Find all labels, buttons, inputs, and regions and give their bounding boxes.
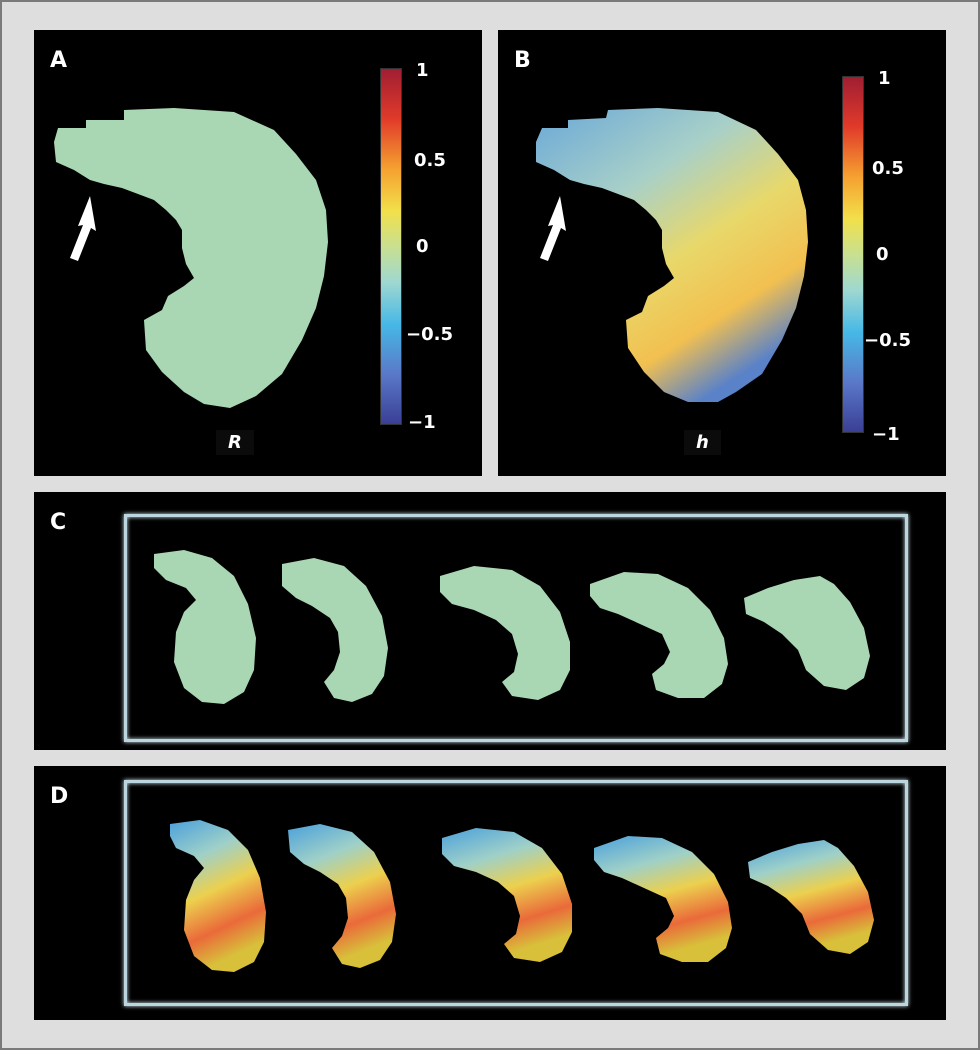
tick-b-m05: −0.5	[864, 330, 911, 351]
lung-slice-c2	[282, 558, 388, 702]
tick-a-1: 1	[416, 60, 429, 81]
panel-b-variable-label: h	[684, 430, 721, 455]
tick-a-m1: −1	[408, 412, 436, 433]
lung-slice-d2	[288, 824, 396, 968]
panel-c-strip	[124, 514, 908, 742]
lung-slice-c3	[440, 566, 570, 700]
arrow-icon	[70, 196, 96, 261]
panel-d: D	[34, 766, 946, 1020]
lung-slice-r	[54, 108, 328, 408]
lung-slice-d4	[594, 836, 732, 962]
panel-d-strip	[124, 780, 908, 1006]
tick-b-m1: −1	[872, 424, 900, 445]
lung-slice-d5	[748, 840, 874, 954]
tick-a-05: 0.5	[414, 150, 446, 171]
panel-a: A 1 0.5 0 −0.5 −1 R	[34, 30, 482, 476]
tick-b-0: 0	[876, 244, 889, 265]
panel-d-letter: D	[50, 784, 69, 809]
panel-a-letter: A	[50, 48, 68, 73]
colorbar-a	[380, 68, 402, 425]
arrow-icon	[540, 196, 566, 261]
tick-a-m05: −0.5	[406, 324, 453, 345]
panel-c-letter: C	[50, 510, 67, 535]
panel-a-image	[54, 108, 328, 408]
lung-slice-h	[536, 108, 808, 402]
lung-slice-c1	[154, 550, 256, 704]
panel-c: C	[34, 492, 946, 750]
panel-a-variable-label: R	[216, 430, 254, 455]
panel-d-image	[170, 820, 874, 972]
panel-b-image	[536, 108, 808, 402]
lung-slice-d3	[442, 828, 572, 962]
tick-b-05: 0.5	[872, 158, 904, 179]
lung-slice-c4	[590, 572, 728, 698]
panel-b-letter: B	[514, 48, 531, 73]
panel-c-image	[154, 550, 870, 704]
colorbar-b	[842, 76, 864, 433]
tick-a-0: 0	[416, 236, 429, 257]
panel-b: B 1 0.5 0 −0.5 −1 h	[498, 30, 946, 476]
lung-slice-d1	[170, 820, 266, 972]
lung-slice-c5	[744, 576, 870, 690]
tick-b-1: 1	[878, 68, 891, 89]
